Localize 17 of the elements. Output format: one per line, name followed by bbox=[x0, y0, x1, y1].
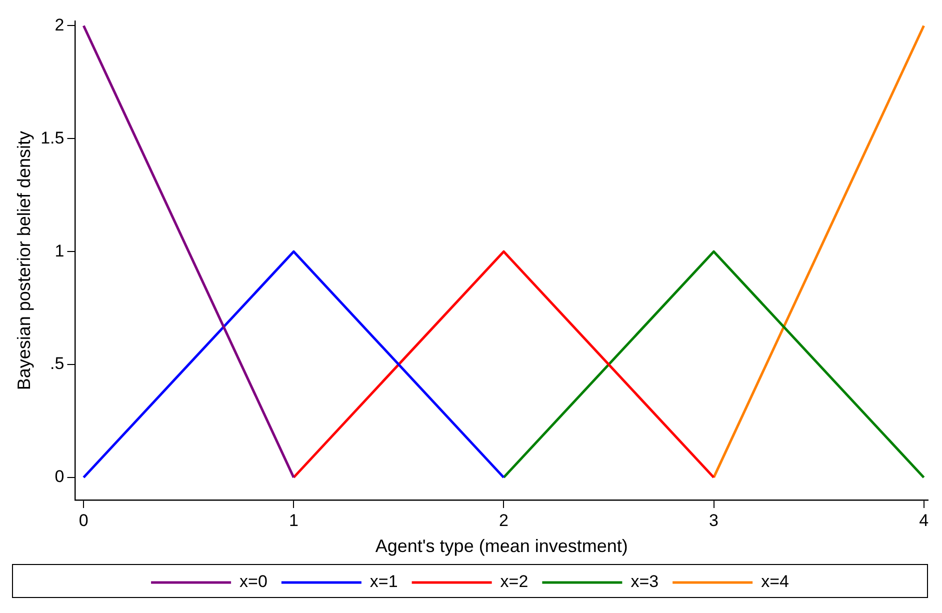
y-tick-label: 2 bbox=[54, 15, 64, 34]
legend-label: x=1 bbox=[370, 572, 398, 592]
x-tick-label: 2 bbox=[498, 510, 508, 530]
x-tick-label: 0 bbox=[78, 510, 88, 530]
y-tick-label: 1.5 bbox=[40, 128, 64, 148]
x-tick-label: 3 bbox=[709, 510, 718, 530]
legend-label: x=0 bbox=[240, 572, 268, 592]
x-tick-label: 1 bbox=[288, 510, 298, 530]
y-tick-label: .5 bbox=[50, 354, 64, 374]
legend-label: x=3 bbox=[630, 572, 659, 592]
y-axis-title: Bayesian posterior belief density bbox=[14, 131, 34, 390]
y-tick-label: 0 bbox=[54, 467, 64, 486]
x-tick-label: 4 bbox=[919, 510, 929, 530]
legend-label: x=2 bbox=[500, 572, 528, 592]
legend-label: x=4 bbox=[761, 572, 789, 592]
x-axis-title: Agent's type (mean investment) bbox=[375, 536, 628, 556]
y-tick-label: 1 bbox=[54, 241, 64, 260]
